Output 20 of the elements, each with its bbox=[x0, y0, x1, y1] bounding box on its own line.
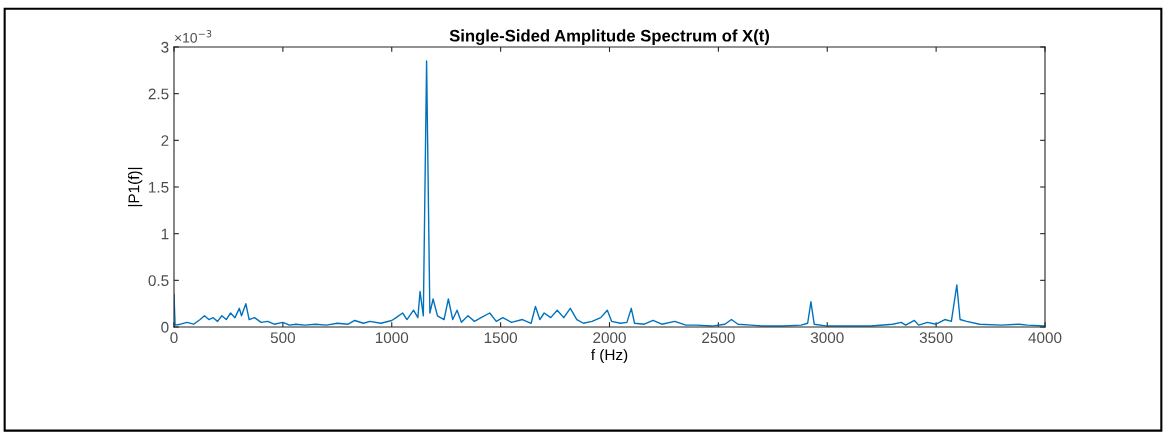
y-tick-label: 0.5 bbox=[148, 275, 169, 287]
x-tick-label: 3000 bbox=[810, 332, 844, 344]
y-tick-label: 0 bbox=[161, 321, 169, 333]
y-tick-label: 3 bbox=[161, 41, 169, 53]
x-tick-label: 3500 bbox=[919, 332, 953, 344]
x-axis-title: f (Hz) bbox=[591, 348, 628, 364]
y-tick-label: 1 bbox=[161, 228, 169, 240]
y-tick-label: 2 bbox=[161, 135, 169, 146]
x-tick-label: 0 bbox=[170, 332, 178, 344]
x-tick-label: 4000 bbox=[1028, 332, 1062, 344]
x-tick-label: 2500 bbox=[702, 332, 735, 344]
y-tick-label: 2.5 bbox=[148, 88, 169, 100]
x-tick-label: 2000 bbox=[593, 332, 626, 344]
chart-title: Single-Sided Amplitude Spectrum of X(t) bbox=[449, 29, 770, 45]
y-axis-title: |P1(f)| bbox=[128, 167, 143, 207]
x-tick-label: 1500 bbox=[484, 332, 518, 344]
x-tick-label: 1000 bbox=[375, 332, 409, 344]
y-tick-label: 1.5 bbox=[149, 182, 169, 193]
x-tick-label: 500 bbox=[270, 332, 296, 344]
text: ×10$^{−3}$ bbox=[174, 30, 212, 43]
